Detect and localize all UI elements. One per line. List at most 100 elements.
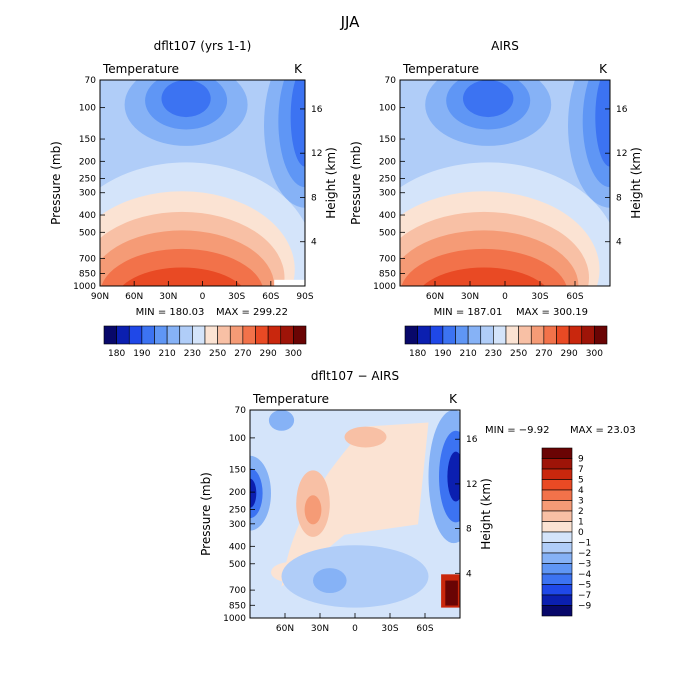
colorbar-swatch (404, 325, 418, 345)
contour-fill (422, 267, 546, 286)
height-tick-label: 4 (311, 238, 317, 248)
height-tick-label: 16 (616, 105, 628, 115)
latitude-tick-label: 30N (311, 624, 329, 634)
difference-panel: dflt107 − AIRS Temperature K 70 100 150 200 250… (199, 369, 493, 634)
colorbar-swatch (541, 573, 573, 585)
colorbar-swatch (141, 325, 155, 345)
latitude-tick-label: 30S (228, 292, 245, 302)
colorbar-swatch (480, 325, 494, 345)
colorbar-label: 9 (578, 455, 584, 465)
colorbar-swatch (217, 325, 231, 345)
colorbar-label: 250 (510, 349, 527, 359)
contour-fill (161, 80, 211, 118)
colorbar-swatch (541, 605, 573, 617)
colorbar-swatch (541, 584, 573, 596)
latitude-tick-label: 60N (276, 624, 294, 634)
height-tick-label: 4 (616, 238, 622, 248)
colorbar-label: 4 (578, 486, 584, 496)
pressure-tick-label: 70 (235, 406, 247, 416)
pressure-tick-label: 850 (79, 269, 96, 279)
colorbar-label: 290 (561, 349, 578, 359)
colorbar-obs: 180 190 210 230 250 270 290 300 (404, 325, 608, 359)
max-value: MAX = 300.19 (516, 307, 588, 318)
pressure-tick-label: 500 (229, 560, 246, 570)
pressure-tick-label: 250 (79, 175, 96, 185)
pressure-tick-label: 400 (79, 211, 96, 221)
pressure-tick-label: 70 (85, 76, 97, 86)
contour-fill (447, 451, 460, 502)
colorbar-swatch (280, 325, 294, 345)
height-tick-label: 12 (311, 149, 322, 159)
height-tick-label: 8 (311, 193, 317, 203)
pressure-tick-label: 150 (379, 135, 396, 145)
colorbar-swatch (204, 325, 218, 345)
latitude-tick-label: 30S (531, 292, 548, 302)
colorbar-swatch (467, 325, 482, 345)
y-axis-label-right: Height (km) (324, 147, 338, 218)
y-axis-label: Pressure (mb) (199, 472, 213, 556)
colorbar-swatch (594, 325, 608, 345)
contour-fill (281, 422, 429, 587)
pressure-tick-label: 700 (229, 586, 246, 596)
pressure-tick-label: 400 (379, 211, 396, 221)
contour-field (250, 410, 460, 618)
variable-label: Temperature (102, 62, 179, 76)
pressure-tick-label: 1000 (223, 614, 246, 624)
panel-title: dflt107 (yrs 1-1) (154, 39, 252, 53)
colorbar-swatch (530, 325, 545, 345)
colorbar-label: 230 (184, 349, 201, 359)
colorbar-swatch (166, 325, 181, 345)
height-tick-label: 8 (466, 525, 472, 535)
contour-fill (281, 545, 429, 608)
colorbar-swatch (543, 325, 557, 345)
colorbar-label: 230 (485, 349, 502, 359)
colorbar-label: 190 (133, 349, 150, 359)
colorbar-swatch (541, 458, 573, 470)
page-title: JJA (340, 13, 361, 31)
pressure-tick-label: 200 (229, 488, 246, 498)
pressure-tick-label: 500 (79, 228, 96, 238)
colorbar-label: 7 (578, 465, 584, 475)
latitude-tick-label: 60N (125, 292, 143, 302)
pressure-tick-label: 850 (229, 601, 246, 611)
height-tick-label: 16 (466, 435, 478, 445)
colorbar-label: 5 (578, 476, 584, 486)
units-label: K (449, 392, 458, 406)
height-tick-label: 8 (616, 193, 622, 203)
colorbar-label: −5 (578, 581, 591, 591)
colorbar-swatch (267, 325, 282, 345)
contour-fill (344, 426, 387, 448)
colorbar-swatch (103, 325, 117, 345)
colorbar-swatch (242, 325, 256, 345)
contour-fill (304, 495, 322, 525)
height-tick-label: 12 (616, 149, 627, 159)
max-value: MAX = 23.03 (570, 425, 636, 436)
height-tick-label: 12 (466, 480, 477, 490)
colorbar-label: −2 (578, 549, 591, 559)
colorbar-swatch (128, 325, 143, 345)
colorbar-label: 180 (409, 349, 426, 359)
colorbar-swatch (541, 479, 573, 491)
pressure-tick-label: 100 (379, 104, 396, 114)
colorbar-label: 3 (578, 497, 584, 507)
panel-title: dflt107 − AIRS (311, 369, 399, 383)
colorbar-label: 210 (460, 349, 477, 359)
colorbar-label: 190 (434, 349, 451, 359)
latitude-tick-label: 90S (296, 292, 313, 302)
missing-data (274, 279, 305, 286)
pressure-tick-label: 150 (79, 135, 96, 145)
colorbar-label: 0 (578, 528, 584, 538)
colorbar-model: 180 190 210 230 250 270 290 300 (103, 325, 307, 359)
colorbar-label: 290 (260, 349, 277, 359)
contour-fill (445, 580, 458, 606)
units-label: K (294, 62, 303, 76)
colorbar-label: 2 (578, 507, 584, 517)
colorbar-swatch (541, 531, 573, 543)
colorbar-label: 300 (586, 349, 603, 359)
colorbar-swatch (541, 500, 573, 512)
colorbar-swatch (541, 552, 573, 564)
height-tick-label: 16 (311, 105, 323, 115)
latitude-tick-label: 60S (566, 292, 583, 302)
height-tick-label: 4 (466, 569, 472, 579)
contour-fill (313, 568, 347, 594)
